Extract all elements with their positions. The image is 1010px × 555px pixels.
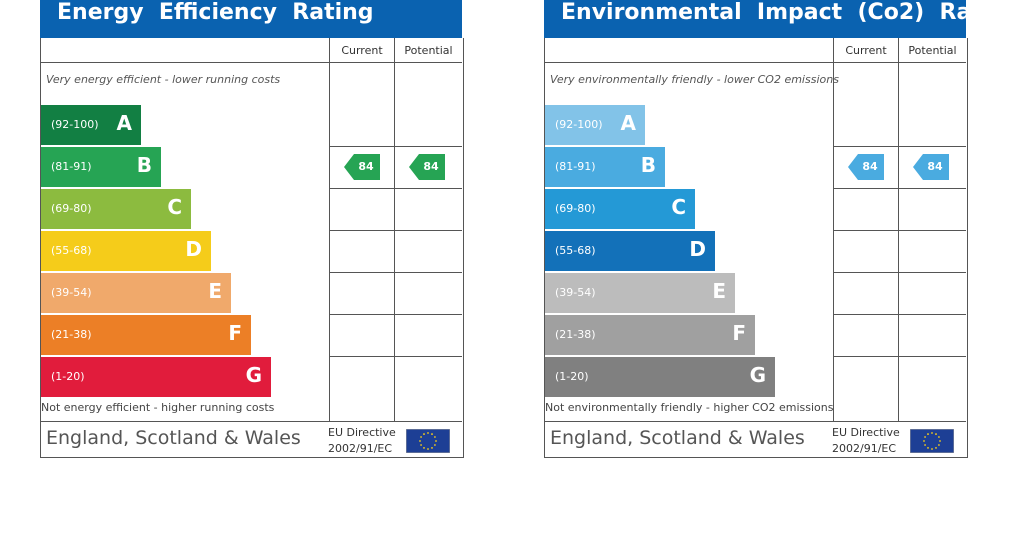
arrow-shape: [848, 154, 884, 180]
rating-band-c: (69-80) C: [545, 189, 695, 229]
band-letter: D: [689, 237, 706, 261]
band-range: (39-54): [51, 286, 92, 299]
rating-value: 84: [423, 160, 439, 173]
eu-flag-icon: [405, 428, 451, 454]
chart-frame: [544, 38, 968, 458]
band-letter: F: [228, 321, 242, 345]
country-label: England, Scotland & Wales: [46, 427, 301, 449]
row-divider: [330, 314, 462, 315]
band-range: (55-68): [555, 244, 596, 257]
band-letter: B: [136, 153, 152, 177]
band-range: (55-68): [51, 244, 92, 257]
row-divider: [330, 146, 462, 147]
energy-efficiency-panel: Energy Efficiency Rating Current Potential…: [40, 0, 464, 458]
row-divider: [834, 146, 966, 147]
row-divider: [330, 188, 462, 189]
current-rating-arrow: 84: [344, 154, 380, 180]
band-letter: C: [167, 195, 182, 219]
rating-value: 84: [927, 160, 943, 173]
chart-frame: [40, 38, 464, 458]
environmental-impact-panel: Environmental Impact (Co2) Rating Current…: [544, 0, 1010, 458]
band-range: (39-54): [555, 286, 596, 299]
band-letter: D: [185, 237, 202, 261]
row-divider: [330, 230, 462, 231]
column-header-current: Current: [845, 44, 887, 57]
row-divider: [834, 230, 966, 231]
chart-title: Energy Efficiency Rating: [57, 0, 374, 25]
rating-band-e: (39-54) E: [545, 273, 735, 313]
band-range: (92-100): [51, 118, 99, 131]
band-letter: A: [116, 111, 132, 135]
bottom-note: Not environmentally friendly - higher CO…: [545, 401, 834, 414]
footer-divider: [40, 421, 462, 422]
eu-directive-line2: 2002/91/EC: [328, 442, 393, 455]
chart-title-bar: Energy Efficiency Rating: [40, 0, 462, 38]
arrow-shape: [913, 154, 949, 180]
band-letter: G: [245, 363, 262, 387]
footer-divider: [544, 421, 966, 422]
row-divider: [834, 188, 966, 189]
eu-flag-icon: [909, 428, 955, 454]
bottom-note: Not energy efficient - higher running co…: [41, 401, 275, 414]
eu-directive-line1: EU Directive: [328, 426, 396, 439]
column-divider: [833, 38, 834, 422]
band-range: (69-80): [51, 202, 92, 215]
header-divider: [544, 62, 966, 63]
eu-directive: EU Directive 2002/91/EC: [832, 425, 900, 457]
column-header-current: Current: [341, 44, 383, 57]
eu-directive-line1: EU Directive: [832, 426, 900, 439]
rating-band-a: (92-100) A: [41, 105, 141, 145]
band-range: (81-91): [555, 160, 596, 173]
potential-rating-arrow: 84: [409, 154, 445, 180]
country-label: England, Scotland & Wales: [550, 427, 805, 449]
band-letter: E: [208, 279, 222, 303]
row-divider: [330, 356, 462, 357]
row-divider: [834, 272, 966, 273]
band-range: (69-80): [555, 202, 596, 215]
rating-value: 84: [358, 160, 374, 173]
rating-band-b: (81-91) B: [545, 147, 665, 187]
header-divider: [40, 62, 462, 63]
column-divider: [329, 38, 330, 422]
band-range: (21-38): [51, 328, 92, 341]
rating-band-g: (1-20) G: [545, 357, 775, 397]
chart-title: Environmental Impact (Co2) Rating: [561, 0, 1010, 25]
band-letter: F: [732, 321, 746, 345]
band-range: (21-38): [555, 328, 596, 341]
current-rating-arrow: 84: [848, 154, 884, 180]
top-note: Very energy efficient - lower running co…: [46, 73, 281, 86]
top-note: Very environmentally friendly - lower CO…: [550, 73, 839, 86]
column-header-potential: Potential: [908, 44, 957, 57]
row-divider: [330, 272, 462, 273]
eu-directive-line2: 2002/91/EC: [832, 442, 897, 455]
band-letter: B: [640, 153, 656, 177]
band-letter: A: [620, 111, 636, 135]
rating-band-a: (92-100) A: [545, 105, 645, 145]
rating-band-d: (55-68) D: [545, 231, 715, 271]
arrow-shape: [409, 154, 445, 180]
potential-rating-arrow: 84: [913, 154, 949, 180]
row-divider: [834, 356, 966, 357]
arrow-shape: [344, 154, 380, 180]
band-range: (1-20): [51, 370, 85, 383]
rating-band-e: (39-54) E: [41, 273, 231, 313]
rating-band-c: (69-80) C: [41, 189, 191, 229]
chart-title-bar: Environmental Impact (Co2) Rating: [544, 0, 1010, 38]
band-range: (92-100): [555, 118, 603, 131]
rating-band-f: (21-38) F: [545, 315, 755, 355]
band-letter: E: [712, 279, 726, 303]
rating-band-b: (81-91) B: [41, 147, 161, 187]
band-letter: G: [749, 363, 766, 387]
row-divider: [834, 314, 966, 315]
band-letter: C: [671, 195, 686, 219]
rating-band-g: (1-20) G: [41, 357, 271, 397]
band-range: (81-91): [51, 160, 92, 173]
rating-value: 84: [862, 160, 878, 173]
rating-band-f: (21-38) F: [41, 315, 251, 355]
band-range: (1-20): [555, 370, 589, 383]
eu-directive: EU Directive 2002/91/EC: [328, 425, 396, 457]
rating-band-d: (55-68) D: [41, 231, 211, 271]
column-header-potential: Potential: [404, 44, 453, 57]
